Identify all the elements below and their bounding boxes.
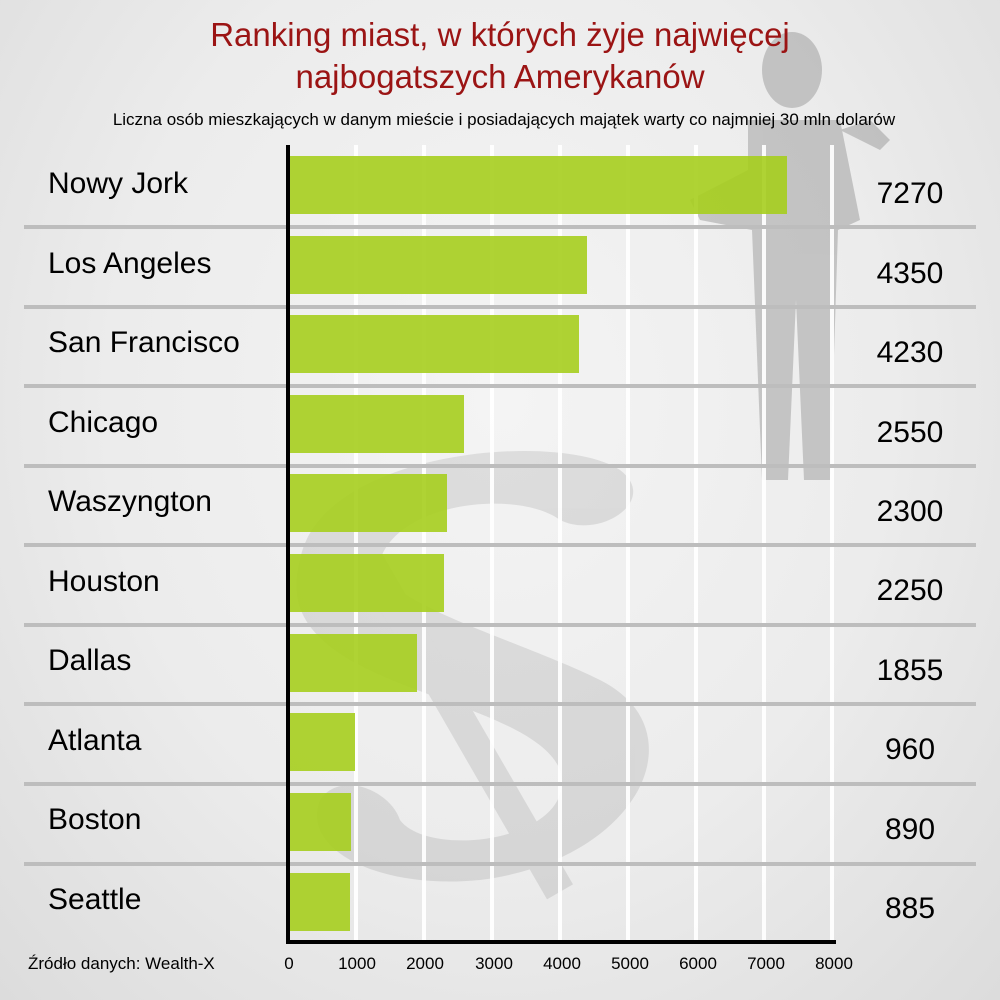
city-label: Nowy Jork bbox=[48, 167, 189, 200]
value-label: 4230 bbox=[876, 336, 944, 369]
bar-los-angeles bbox=[290, 236, 587, 294]
bar-atlanta bbox=[290, 713, 355, 771]
bar-chicago bbox=[290, 395, 464, 453]
city-label: San Francisco bbox=[48, 326, 240, 359]
city-label: Dallas bbox=[48, 644, 132, 677]
row-separator bbox=[24, 384, 976, 388]
row-separator bbox=[24, 225, 976, 229]
x-tick: 7000 bbox=[747, 954, 785, 973]
bar-san-francisco bbox=[290, 315, 579, 373]
bar-dallas bbox=[290, 634, 417, 692]
value-label: 960 bbox=[884, 733, 936, 766]
chart-title-line2: najbogatszych Amerykanów bbox=[295, 58, 705, 95]
chart-title: Ranking miast, w których żyje najwięcej … bbox=[0, 14, 1000, 98]
city-label: Houston bbox=[48, 565, 160, 598]
x-axis-line bbox=[286, 940, 836, 944]
value-label: 4350 bbox=[876, 257, 944, 290]
row-separator bbox=[24, 543, 976, 547]
row-separator bbox=[24, 305, 976, 309]
city-label: Waszyngton bbox=[48, 485, 212, 518]
city-label: Seattle bbox=[48, 883, 142, 916]
bar-houston bbox=[290, 554, 444, 612]
y-axis-line bbox=[286, 145, 290, 944]
value-label: 1855 bbox=[876, 654, 944, 687]
x-tick: 4000 bbox=[543, 954, 581, 973]
chart-subtitle: Liczna osób mieszkających w danym mieści… bbox=[112, 110, 896, 129]
city-label: Chicago bbox=[48, 406, 159, 439]
city-label: Boston bbox=[48, 803, 142, 836]
bar-nowy-jork bbox=[290, 156, 787, 214]
row-separator bbox=[24, 862, 976, 866]
bar-waszyngton bbox=[290, 474, 447, 532]
row-separator bbox=[24, 702, 976, 706]
x-tick: 8000 bbox=[815, 954, 853, 973]
value-label: 890 bbox=[884, 813, 936, 846]
bar-boston bbox=[290, 793, 351, 851]
value-label: 885 bbox=[884, 892, 936, 925]
bar-seattle bbox=[290, 873, 350, 931]
row-separator bbox=[24, 782, 976, 786]
value-label: 7270 bbox=[876, 177, 944, 210]
x-tick: 1000 bbox=[338, 954, 376, 973]
row-separator bbox=[24, 464, 976, 468]
source-note: Źródło danych: Wealth-X bbox=[28, 954, 215, 973]
chart-title-line1: Ranking miast, w których żyje najwięcej bbox=[210, 16, 790, 53]
value-label: 2300 bbox=[876, 495, 944, 528]
city-label: Los Angeles bbox=[48, 247, 212, 280]
x-tick: 5000 bbox=[611, 954, 649, 973]
x-tick: 0 bbox=[284, 954, 294, 973]
city-label: Atlanta bbox=[48, 724, 142, 757]
x-tick: 6000 bbox=[679, 954, 717, 973]
row-separator bbox=[24, 623, 976, 627]
value-label: 2250 bbox=[876, 574, 944, 607]
x-tick: 3000 bbox=[475, 954, 513, 973]
x-tick: 2000 bbox=[406, 954, 444, 973]
value-label: 2550 bbox=[876, 416, 944, 449]
